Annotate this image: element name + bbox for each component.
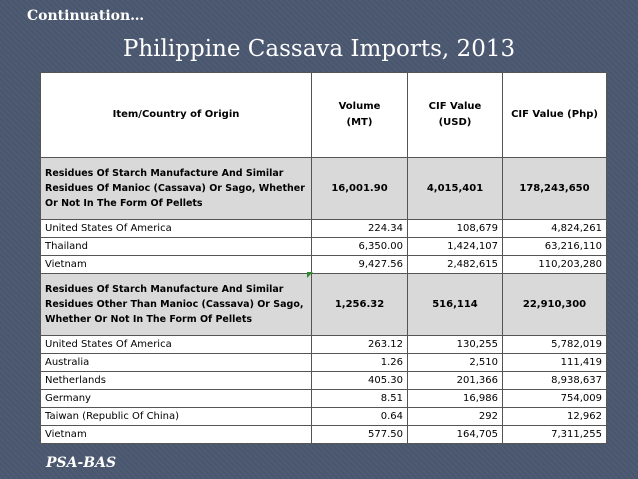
column-header-volume: Volume (MT) <box>311 72 408 158</box>
cif-php-cell: 110,203,280 <box>502 255 607 274</box>
table-row: Vietnam 9,427.56 2,482,615 110,203,280 <box>40 255 607 274</box>
table-row: United States Of America 224.34 108,679 … <box>40 219 607 238</box>
category-cif-usd: 4,015,401 <box>407 157 503 220</box>
volume-cell: 0.64 <box>311 407 408 426</box>
source-label: PSA-BAS <box>46 455 117 471</box>
volume-cell: 405.30 <box>311 371 408 390</box>
cif-php-cell: 754,009 <box>502 389 607 408</box>
country-cell: United States Of America <box>40 219 312 238</box>
volume-cell: 577.50 <box>311 425 408 444</box>
category-item: Residues Of Starch Manufacture And Simil… <box>40 273 312 336</box>
category-volume: 16,001.90 <box>311 157 408 220</box>
cif-php-cell: 111,419 <box>502 353 607 372</box>
column-header-cif-usd: CIF Value (USD) <box>407 72 503 158</box>
cif-usd-cell: 292 <box>407 407 503 426</box>
cif-php-cell: 4,824,261 <box>502 219 607 238</box>
table-row: Thailand 6,350.00 1,424,107 63,216,110 <box>40 237 607 256</box>
country-cell: Vietnam <box>40 255 312 274</box>
category-cif-usd: 516,114 <box>407 273 503 336</box>
table-row: Taiwan (Republic Of China) 0.64 292 12,9… <box>40 407 607 426</box>
cif-usd-cell: 16,986 <box>407 389 503 408</box>
table-header-row: Item/Country of Origin Volume (MT) CIF Va… <box>40 72 607 158</box>
country-cell: Germany <box>40 389 312 408</box>
volume-cell: 9,427.56 <box>311 255 408 274</box>
cif-php-cell: 63,216,110 <box>502 237 607 256</box>
cif-php-cell: 5,782,019 <box>502 335 607 354</box>
column-header-item: Item/Country of Origin <box>40 72 312 158</box>
country-cell: United States Of America <box>40 335 312 354</box>
category-volume: 1,256.32 <box>311 273 408 336</box>
category-cif-php: 178,243,650 <box>502 157 607 220</box>
table-row: Netherlands 405.30 201,366 8,938,637 <box>40 371 607 390</box>
cif-usd-cell: 1,424,107 <box>407 237 503 256</box>
cif-usd-cell: 2,482,615 <box>407 255 503 274</box>
category-row: Residues Of Starch Manufacture And Simil… <box>40 273 607 336</box>
table-row: Germany 8.51 16,986 754,009 <box>40 389 607 408</box>
volume-cell: 224.34 <box>311 219 408 238</box>
table-row: Australia 1.26 2,510 111,419 <box>40 353 607 372</box>
cif-usd-cell: 201,366 <box>407 371 503 390</box>
volume-cell: 8.51 <box>311 389 408 408</box>
country-cell: Netherlands <box>40 371 312 390</box>
cif-usd-cell: 2,510 <box>407 353 503 372</box>
continuation-label: Continuation… <box>27 8 145 24</box>
category-row: Residues Of Starch Manufacture And Simil… <box>40 157 607 220</box>
category-cif-php: 22,910,300 <box>502 273 607 336</box>
cif-usd-cell: 164,705 <box>407 425 503 444</box>
cif-usd-cell: 130,255 <box>407 335 503 354</box>
volume-cell: 263.12 <box>311 335 408 354</box>
category-item: Residues Of Starch Manufacture And Simil… <box>40 157 312 220</box>
volume-cell: 1.26 <box>311 353 408 372</box>
cif-php-cell: 7,311,255 <box>502 425 607 444</box>
cif-php-cell: 8,938,637 <box>502 371 607 390</box>
cif-php-cell: 12,962 <box>502 407 607 426</box>
table-row: United States Of America 263.12 130,255 … <box>40 335 607 354</box>
table-row: Vietnam 577.50 164,705 7,311,255 <box>40 425 607 444</box>
cell-comment-marker <box>307 272 313 278</box>
country-cell: Vietnam <box>40 425 312 444</box>
country-cell: Australia <box>40 353 312 372</box>
column-header-cif-php: CIF Value (Php) <box>502 72 607 158</box>
country-cell: Thailand <box>40 237 312 256</box>
page-title: Philippine Cassava Imports, 2013 <box>122 36 516 62</box>
country-cell: Taiwan (Republic Of China) <box>40 407 312 426</box>
cif-usd-cell: 108,679 <box>407 219 503 238</box>
imports-table: Item/Country of Origin Volume (MT) CIF Va… <box>40 72 607 444</box>
volume-cell: 6,350.00 <box>311 237 408 256</box>
